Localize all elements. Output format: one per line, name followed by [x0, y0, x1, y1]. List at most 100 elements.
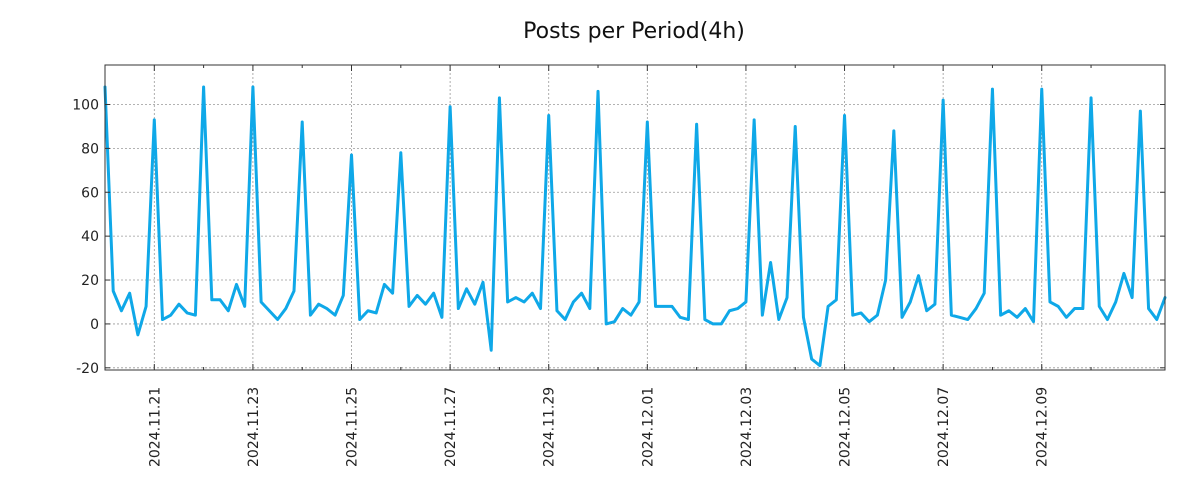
data-point — [892, 129, 896, 133]
data-point — [416, 294, 419, 297]
data-point — [580, 292, 583, 295]
data-point — [596, 90, 600, 93]
data-point — [227, 309, 230, 312]
data-point — [128, 292, 131, 295]
data-point — [350, 153, 353, 157]
data-point — [1056, 305, 1060, 308]
data-point — [736, 307, 739, 310]
data-point — [1130, 296, 1134, 299]
data-point — [391, 292, 394, 295]
data-point — [399, 151, 403, 154]
data-point — [284, 307, 287, 310]
data-point — [374, 311, 378, 315]
x-tick-label: 2024.11.21 — [147, 387, 163, 467]
data-point — [522, 300, 526, 304]
data-point — [974, 307, 978, 310]
data-point — [941, 98, 945, 102]
series-line — [103, 85, 1167, 368]
data-point — [695, 123, 698, 126]
data-point — [383, 283, 386, 286]
data-point — [629, 313, 633, 317]
data-point — [958, 316, 961, 319]
data-point — [662, 305, 665, 308]
data-point — [605, 322, 608, 326]
data-point — [490, 349, 493, 352]
data-point — [909, 300, 912, 304]
y-tick-label: -20 — [76, 361, 99, 377]
data-point — [752, 118, 756, 122]
y-tick-label: 20 — [81, 273, 99, 289]
data-point — [235, 283, 238, 286]
data-point — [161, 318, 164, 321]
data-point — [1081, 307, 1085, 310]
data-point — [1040, 87, 1043, 91]
data-point — [292, 289, 296, 293]
data-point — [514, 296, 518, 299]
data-point — [1147, 307, 1150, 310]
data-point — [835, 298, 838, 301]
x-tick-label: 2024.11.25 — [345, 387, 361, 467]
data-point — [259, 300, 263, 304]
data-point — [276, 318, 279, 321]
data-point — [991, 87, 994, 91]
data-point — [342, 294, 345, 297]
data-point — [1032, 320, 1035, 323]
data-point — [169, 313, 172, 317]
series-layer — [103, 85, 1167, 368]
data-point — [1007, 309, 1011, 312]
y-tick-label: 80 — [81, 141, 99, 157]
data-point — [1155, 318, 1158, 321]
data-point — [506, 300, 509, 304]
data-point — [210, 298, 214, 301]
data-point — [876, 313, 879, 317]
data-point — [547, 114, 550, 117]
data-point — [761, 313, 764, 317]
data-point — [481, 281, 485, 284]
data-point — [317, 302, 320, 306]
data-point — [769, 261, 772, 264]
data-point — [153, 118, 156, 122]
x-tick-label: 2024.11.23 — [246, 387, 262, 467]
grid — [105, 65, 1165, 370]
data-point — [440, 316, 444, 319]
y-tick-label: 0 — [90, 317, 99, 333]
data-point — [112, 289, 115, 293]
data-point — [818, 364, 822, 367]
data-point — [243, 305, 246, 308]
data-point — [448, 105, 452, 108]
data-point — [646, 120, 649, 124]
y-tick-label: 100 — [72, 97, 99, 113]
axes: -20 0 20 40 60 80 100 2024.11.21 2024.11.23 2024.… — [72, 65, 1165, 467]
data-point — [654, 305, 657, 308]
data-point — [917, 274, 920, 277]
data-point — [268, 309, 271, 312]
data-point — [983, 292, 986, 295]
data-point — [744, 300, 748, 304]
data-point — [588, 307, 592, 310]
data-point — [120, 309, 123, 312]
data-point — [177, 302, 181, 306]
data-point — [1106, 318, 1109, 321]
data-point — [1089, 96, 1093, 100]
data-point — [563, 318, 567, 321]
data-point — [1073, 307, 1076, 310]
data-point — [687, 318, 690, 321]
data-point — [473, 302, 476, 306]
x-tick-label: 2024.12.03 — [739, 387, 755, 467]
data-point — [301, 120, 304, 124]
data-point — [251, 85, 255, 89]
chart-title: Posts per Period(4h) — [523, 19, 745, 44]
x-tick-label: 2024.12.09 — [1035, 387, 1051, 467]
data-point — [531, 292, 534, 295]
data-point — [900, 316, 904, 319]
data-point — [1098, 305, 1101, 308]
data-point — [202, 85, 205, 89]
data-point — [999, 313, 1002, 317]
data-point — [670, 305, 674, 308]
data-point — [555, 309, 559, 312]
y-tick-label: 40 — [81, 229, 99, 245]
data-point — [785, 296, 789, 299]
data-point — [194, 313, 197, 317]
data-point — [802, 316, 805, 319]
